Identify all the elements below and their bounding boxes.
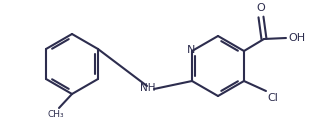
Text: CH₃: CH₃ — [48, 110, 64, 119]
Text: O: O — [257, 3, 265, 13]
Text: OH: OH — [288, 33, 305, 43]
Text: N: N — [187, 45, 195, 55]
Text: NH: NH — [140, 83, 156, 93]
Text: Cl: Cl — [267, 93, 278, 103]
